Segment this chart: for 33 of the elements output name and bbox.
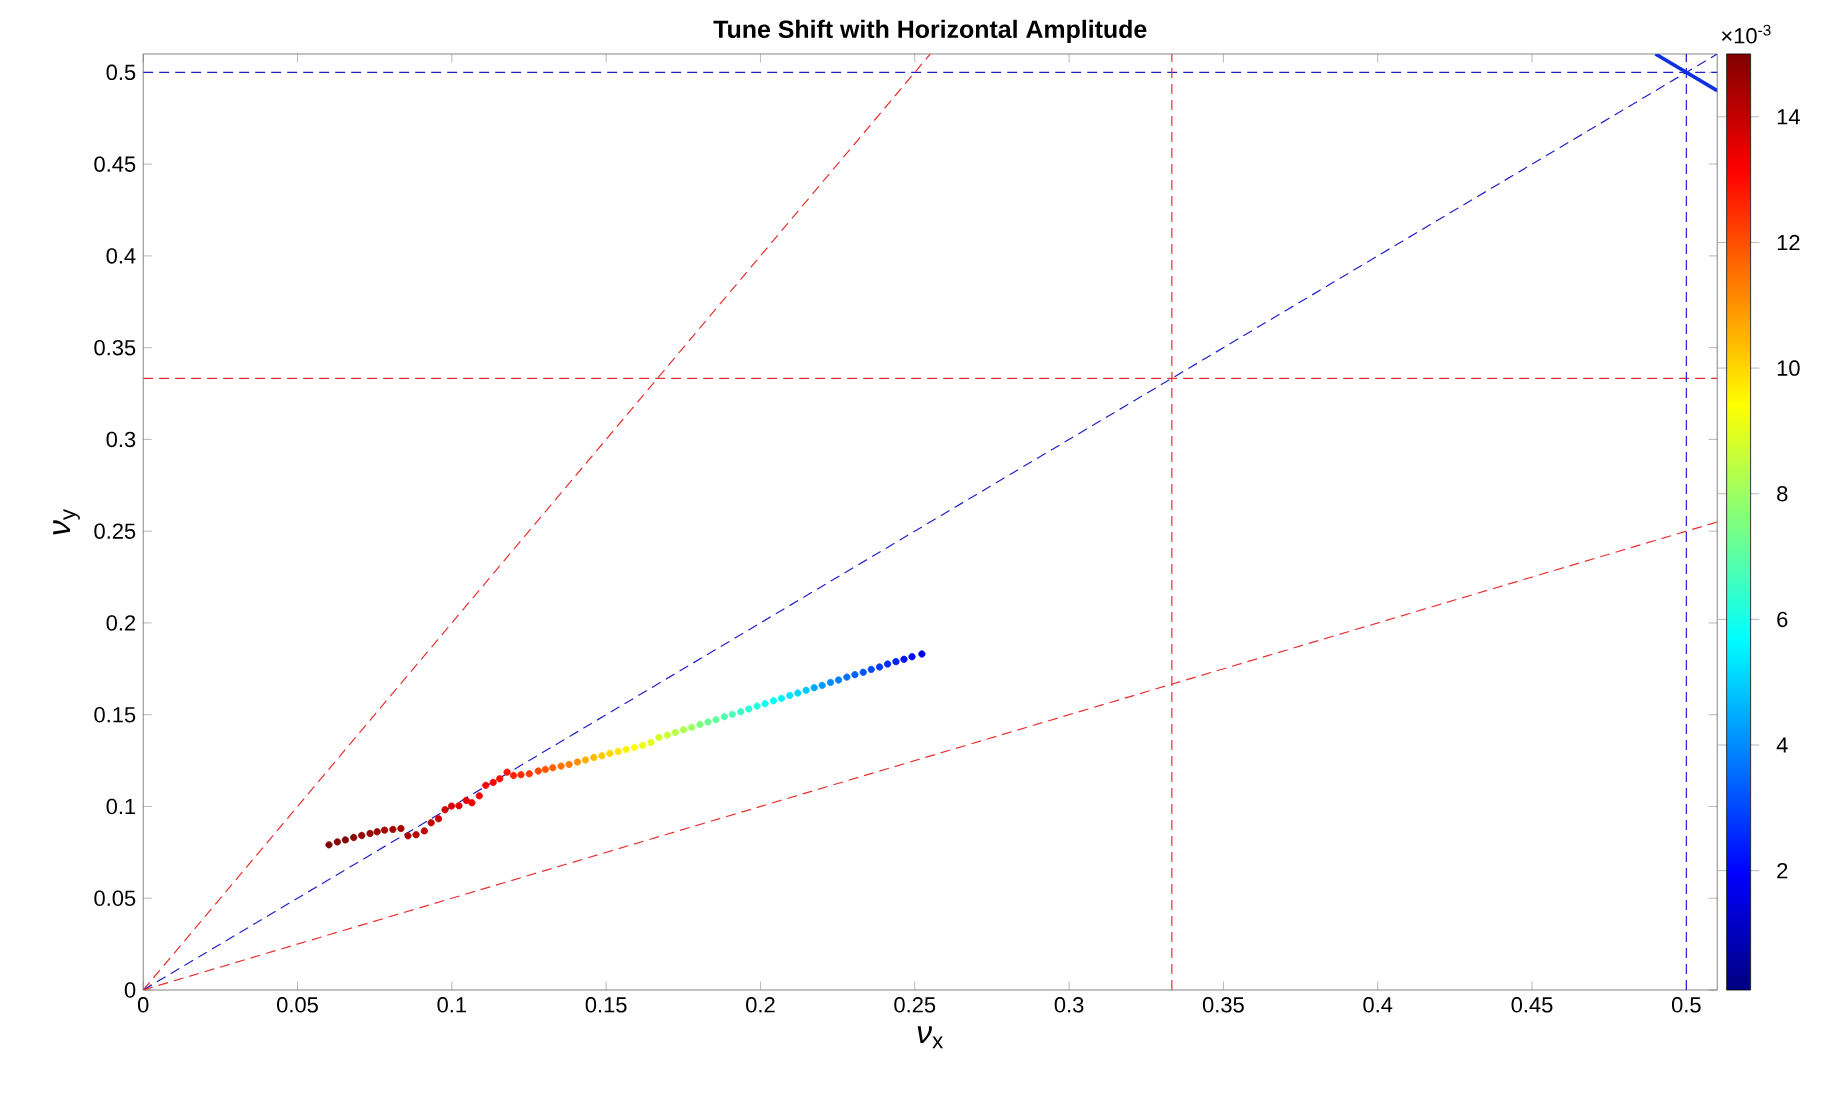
x-tick-label: 0.5 (1671, 997, 1701, 1013)
y-axis-title: ν$_{y}$ (53, 508, 80, 535)
y-tick-label: 0.5 (106, 64, 136, 81)
x-tick-label: 0.45 (1511, 997, 1553, 1013)
color-bar-label: 10 (1777, 360, 1800, 376)
y-tick-label: 0.25 (94, 523, 136, 539)
y-tick-label: 0.1 (106, 798, 136, 815)
color-bar-label: 2 (1777, 863, 1788, 879)
color-bar-label: 12 (1777, 234, 1800, 251)
chart-title: Tune Shift with Horizontal Amplitude (713, 19, 1147, 43)
y-tick-label: 0.45 (94, 156, 136, 172)
y-tick-label: 0 (124, 982, 136, 998)
x-tick-label: 0 (137, 997, 149, 1013)
x-tick-label: 0.2 (746, 997, 775, 1013)
y-tick-label: 0.15 (94, 706, 136, 723)
text: ×10$^{-3}$ (1721, 24, 1771, 44)
x-tick-label: 0.25 (894, 997, 936, 1013)
y-tick-label: 0.3 (106, 431, 136, 448)
color-bar-label: 4 (1776, 737, 1788, 753)
x-axis-title: ν$_{x}$ (917, 1026, 944, 1049)
y-tick-label: 0.4 (106, 248, 136, 264)
x-tick-label: 0.05 (277, 997, 318, 1013)
x-tick-label: 0.1 (437, 997, 466, 1013)
x-tick-label: 0.35 (1202, 997, 1244, 1013)
color-bar-label: 6 (1777, 611, 1788, 628)
x-tick-label: 0.15 (585, 997, 627, 1013)
x-tick-label: 0.3 (1054, 997, 1084, 1013)
color-bar-label: 8 (1777, 485, 1788, 502)
y-tick-label: 0.2 (106, 615, 136, 631)
y-tick-label: 0.35 (94, 339, 136, 356)
x-tick-label: 0.4 (1363, 997, 1393, 1013)
y-tick-label: 0.05 (94, 890, 136, 906)
color-bar-label: 14 (1777, 109, 1800, 125)
